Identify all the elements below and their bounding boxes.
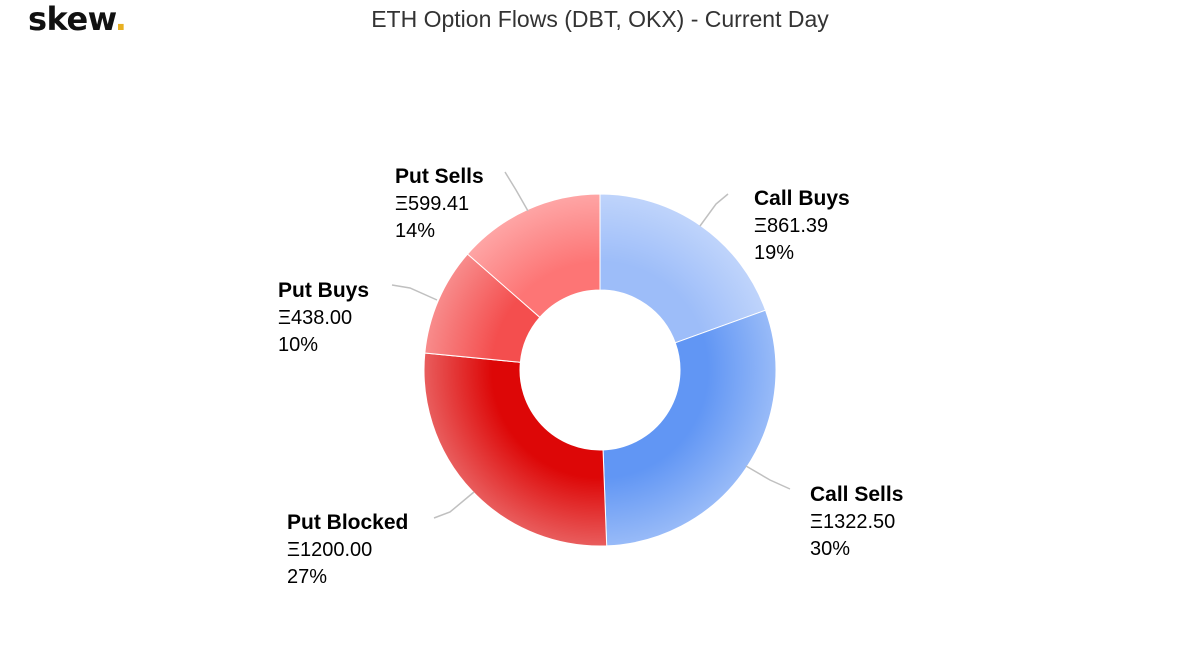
slice-label-name: Put Sells (395, 165, 484, 188)
slice-label-percent: 10% (278, 334, 318, 356)
pie-slices (423, 193, 777, 547)
slice-label-name: Call Buys (754, 187, 850, 210)
slice-label-percent: 14% (395, 220, 435, 242)
slice-label-percent: 30% (810, 538, 850, 560)
label-connectors (391, 171, 791, 519)
skew-logo: skew. (28, 0, 127, 38)
slice-label-value: Ξ861.39 (754, 215, 828, 237)
slice-label-value: Ξ599.41 (395, 193, 469, 215)
slice-label-name: Call Sells (810, 483, 903, 506)
connector-call-sells (745, 465, 791, 490)
logo-text: skew (28, 0, 115, 38)
slice-label-name: Put Blocked (287, 511, 408, 534)
slice-label-value: Ξ438.00 (278, 307, 352, 329)
slice-label-percent: 19% (754, 242, 794, 264)
pie-slice-put-blocked[interactable] (423, 352, 608, 547)
connector-call-buys (699, 193, 729, 227)
slice-label-percent: 27% (287, 566, 327, 588)
pie-slice-call-sells[interactable] (602, 309, 777, 547)
connector-put-buys (391, 284, 438, 301)
slice-label-name: Put Buys (278, 279, 369, 302)
chart-title: ETH Option Flows (DBT, OKX) - Current Da… (371, 6, 829, 32)
slice-label-value: Ξ1200.00 (287, 539, 372, 561)
slice-label-value: Ξ1322.50 (810, 511, 895, 533)
slice-labels: Call Buys Ξ861.39 19% Call Sells Ξ1322.50 30%… (278, 165, 903, 588)
logo-dot: . (114, 0, 127, 38)
connector-put-sells (504, 171, 529, 212)
connector-put-blocked (433, 491, 475, 519)
